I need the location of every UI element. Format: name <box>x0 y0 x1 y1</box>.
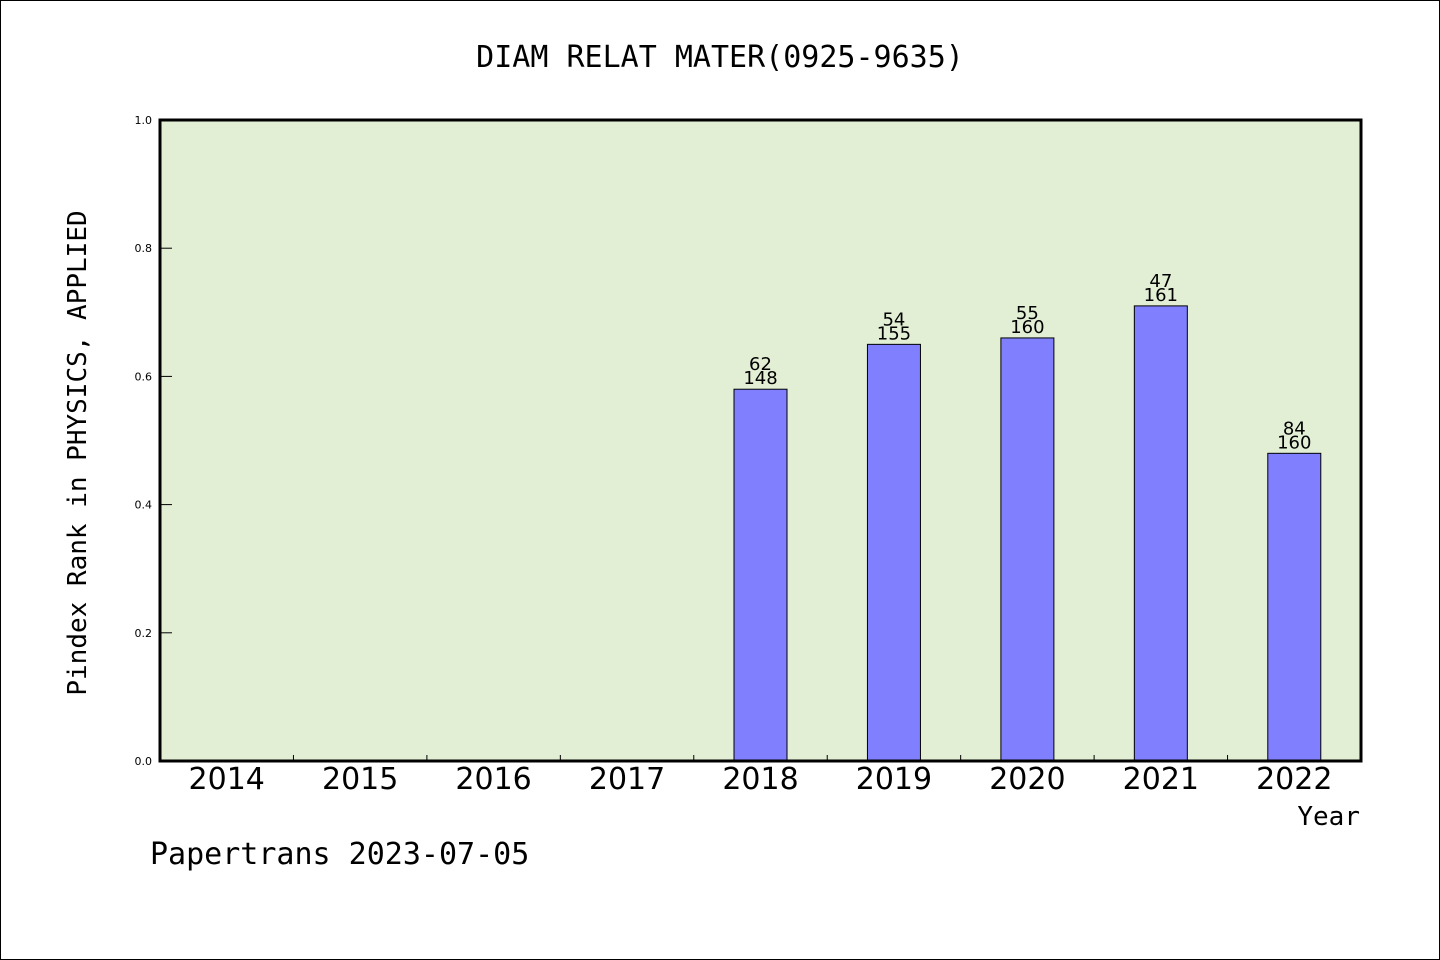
x-axis-ticks: 2014 2015 2016 2017 2018 2019 2020 2021 2022 <box>189 755 1332 797</box>
footer-credit: Papertrans 2023-07-05 <box>150 837 529 872</box>
bar <box>1267 452 1322 762</box>
y-tick-label: 1.0 <box>135 114 153 127</box>
bar-rank-label: 54 <box>882 309 905 330</box>
x-tick-label: 2015 <box>322 762 398 797</box>
y-axis-label: Pindex Rank in PHYSICS, APPLIED <box>63 210 93 695</box>
bar <box>733 388 788 762</box>
x-axis-label: Year <box>1297 802 1360 832</box>
y-tick-label: 0.2 <box>135 627 153 640</box>
bar-total-label: 161 <box>1144 285 1178 306</box>
x-tick-label: 2020 <box>989 762 1065 797</box>
bar <box>1000 337 1055 762</box>
bar <box>1133 305 1188 762</box>
y-tick-label: 0.6 <box>135 370 153 383</box>
bar-total-label: 148 <box>743 368 777 389</box>
x-tick-label: 2017 <box>589 762 665 797</box>
x-tick-label: 2019 <box>856 762 932 797</box>
y-axis-ticks: 0.0 0.2 0.4 0.6 0.8 1.0 <box>135 114 172 768</box>
x-tick-label: 2022 <box>1256 762 1332 797</box>
x-tick-label: 2018 <box>722 762 798 797</box>
plot-border <box>158 118 1363 763</box>
chart-title: DIAM RELAT MATER(0925-9635) <box>476 40 964 75</box>
x-tick-label: 2014 <box>189 762 265 797</box>
bar <box>866 343 921 762</box>
y-tick-label: 0.0 <box>135 755 153 768</box>
bar-rank-label: 55 <box>1016 303 1039 324</box>
bar-rank-label: 47 <box>1149 271 1172 292</box>
bar-total-label: 160 <box>1010 317 1044 338</box>
y-tick-label: 0.4 <box>135 499 153 512</box>
x-tick-label: 2021 <box>1123 762 1199 797</box>
bar-rank-label: 84 <box>1283 418 1306 439</box>
x-tick-label: 2016 <box>455 762 531 797</box>
bar-total-label: 160 <box>1277 432 1311 453</box>
bar-total-label: 155 <box>877 323 911 344</box>
y-tick-label: 0.8 <box>135 242 153 255</box>
bar-rank-label: 62 <box>749 354 772 375</box>
